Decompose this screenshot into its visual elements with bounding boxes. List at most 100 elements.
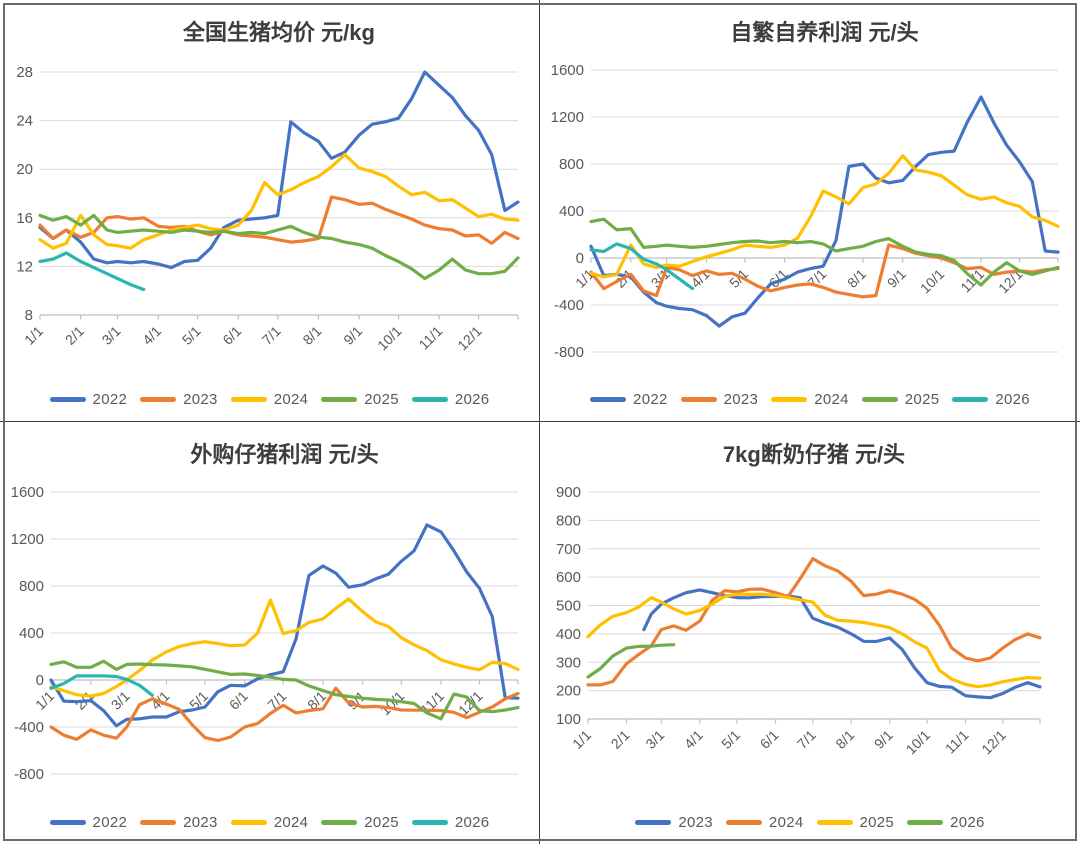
weaned-piglet-7kg-title: 7kg断奶仔猪 元/头	[723, 442, 905, 467]
self-breeding-profit-gridlines	[591, 69, 1058, 353]
legend-item-2026: 2026	[411, 391, 490, 408]
national-hog-price-series-2024	[38, 153, 520, 250]
legend-swatch-2023	[140, 820, 177, 825]
legend-item-2024: 2024	[771, 391, 849, 408]
svg-text:1/1: 1/1	[21, 323, 46, 348]
legend-item-2026: 2026	[411, 814, 490, 831]
legend-swatch-2026	[411, 820, 448, 825]
svg-text:10/1: 10/1	[917, 266, 948, 297]
legend-swatch-2023	[140, 397, 177, 402]
svg-text:6/1: 6/1	[226, 688, 251, 713]
svg-text:300: 300	[556, 654, 581, 671]
svg-text:8/1: 8/1	[832, 727, 857, 752]
svg-text:2/1: 2/1	[608, 727, 633, 752]
svg-text:3/1: 3/1	[108, 688, 133, 713]
chart-national-hog-price: 全国生猪均价 元/kg 28 24 20 16 12 8 1/1 2/1 3/1 4/1 5/1 6/1…	[0, 0, 540, 422]
legend-item-2023: 2023	[140, 814, 218, 831]
purchased-piglet-profit-series-2025	[49, 659, 520, 721]
national-hog-price-title: 全国生猪均价 元/kg	[182, 20, 375, 45]
purchased-piglet-profit-series-2026	[49, 674, 154, 697]
national-hog-price-legend: 2022 2023 2024 2025 2026	[0, 391, 539, 408]
legend-item-2022: 2022	[49, 814, 128, 831]
self-breeding-profit-series-2024	[589, 154, 1060, 279]
legend-item-2023: 2023	[680, 391, 759, 408]
purchased-piglet-profit-x-axis-labels: 1/1 2/1 3/1 4/1 5/1 6/1 7/1 8/1 9/1 10/1 11/1 12/1	[32, 688, 486, 719]
svg-text:28: 28	[16, 64, 33, 81]
national-hog-price-x-axis-labels: 1/1 2/1 3/1 4/1 5/1 6/1 7/1 8/1 9/1 10/1 11/1 12/1	[21, 323, 485, 354]
svg-text:2/1: 2/1	[62, 323, 87, 348]
self-breeding-profit-series-2023	[589, 243, 1060, 299]
legend-swatch-2025	[861, 397, 898, 402]
svg-text:800: 800	[559, 156, 584, 173]
national-hog-price-plot: 全国生猪均价 元/kg 28 24 20 16 12 81/1 2/1 3/1 4/1 5/1 6/1…	[16, 20, 520, 354]
svg-text:16: 16	[16, 210, 33, 227]
svg-text:10/1: 10/1	[374, 323, 405, 354]
legend-label-2023: 2023	[723, 391, 759, 408]
svg-text:1600: 1600	[551, 62, 584, 79]
svg-text:12/1: 12/1	[454, 323, 485, 354]
svg-text:11/1: 11/1	[942, 727, 972, 757]
svg-text:8/1: 8/1	[299, 323, 324, 348]
purchased-piglet-profit-plot: 外购仔猪利润 元/头 1600 1200 800 400 0 -400 -800 1/1 2/1 3…	[11, 442, 520, 783]
legend-label-2026: 2026	[454, 391, 490, 408]
svg-text:1200: 1200	[551, 109, 584, 126]
svg-text:9/1: 9/1	[871, 727, 896, 752]
svg-text:400: 400	[559, 203, 584, 220]
svg-text:11/1: 11/1	[415, 323, 445, 353]
legend-swatch-2022	[49, 820, 86, 825]
legend-label-2025: 2025	[904, 391, 940, 408]
svg-text:800: 800	[19, 578, 44, 595]
legend-swatch-2024	[230, 820, 267, 825]
legend-label-2022: 2022	[92, 814, 128, 831]
weaned-piglet-7kg-series-2024	[586, 557, 1042, 687]
legend-item-2022: 2022	[49, 391, 128, 408]
chart-self-breeding-profit: 自繁自养利润 元/头 1600 1200 800 400 0 -400 -800 1/1 2/1 3…	[540, 0, 1080, 422]
self-breeding-profit-series-2025	[589, 217, 1060, 287]
chart-weaned-piglet-7kg: 7kg断奶仔猪 元/头 900 800 700 600 500 400 300 200 100 1/…	[540, 422, 1080, 844]
legend-swatch-2026	[952, 397, 989, 402]
legend-label-2026: 2026	[995, 391, 1030, 408]
weaned-piglet-7kg-series-2025	[586, 592, 1042, 689]
legend-swatch-2022	[49, 397, 86, 402]
legend-swatch-2024	[725, 820, 762, 825]
svg-text:3/1: 3/1	[99, 323, 124, 348]
purchased-piglet-profit-series-2022	[49, 523, 520, 728]
svg-text:9/1: 9/1	[884, 266, 909, 291]
weaned-piglet-7kg-legend: 2023 2024 2025 2026	[540, 814, 1080, 831]
legend-item-2022: 2022	[590, 391, 668, 408]
svg-text:5/1: 5/1	[726, 266, 751, 291]
purchased-piglet-profit-series-2024	[49, 597, 520, 698]
svg-text:1600: 1600	[11, 484, 44, 501]
legend-item-2026: 2026	[952, 391, 1030, 408]
svg-text:6/1: 6/1	[219, 323, 244, 348]
svg-text:400: 400	[19, 625, 44, 642]
legend-label-2022: 2022	[92, 391, 128, 408]
svg-text:10/1: 10/1	[903, 727, 934, 758]
svg-text:7/1: 7/1	[794, 727, 819, 752]
legend-swatch-2023	[680, 397, 717, 402]
legend-item-2026: 2026	[907, 814, 985, 831]
legend-label-2024: 2024	[768, 814, 804, 831]
svg-text:500: 500	[556, 598, 581, 615]
svg-text:20: 20	[16, 161, 33, 178]
legend-label-2025: 2025	[364, 391, 399, 408]
self-breeding-profit-x-axis	[590, 257, 1059, 263]
legend-swatch-2025	[816, 820, 853, 825]
weaned-piglet-7kg-x-axis	[587, 718, 1041, 724]
legend-swatch-2025	[321, 397, 358, 402]
legend-label-2025: 2025	[859, 814, 895, 831]
legend-label-2026: 2026	[950, 814, 985, 831]
legend-item-2025: 2025	[861, 391, 940, 408]
svg-text:0: 0	[36, 672, 44, 689]
national-hog-price-series-2022	[38, 70, 520, 270]
svg-text:100: 100	[556, 711, 581, 728]
purchased-piglet-profit-y-axis-labels: 1600 1200 800 400 0 -400 -800	[11, 484, 44, 783]
svg-text:-400: -400	[554, 297, 584, 314]
svg-text:0: 0	[576, 250, 584, 267]
svg-text:12: 12	[16, 258, 33, 275]
legend-swatch-2024	[230, 397, 267, 402]
weaned-piglet-7kg-series-2026	[586, 643, 676, 679]
svg-text:-800: -800	[14, 766, 44, 783]
